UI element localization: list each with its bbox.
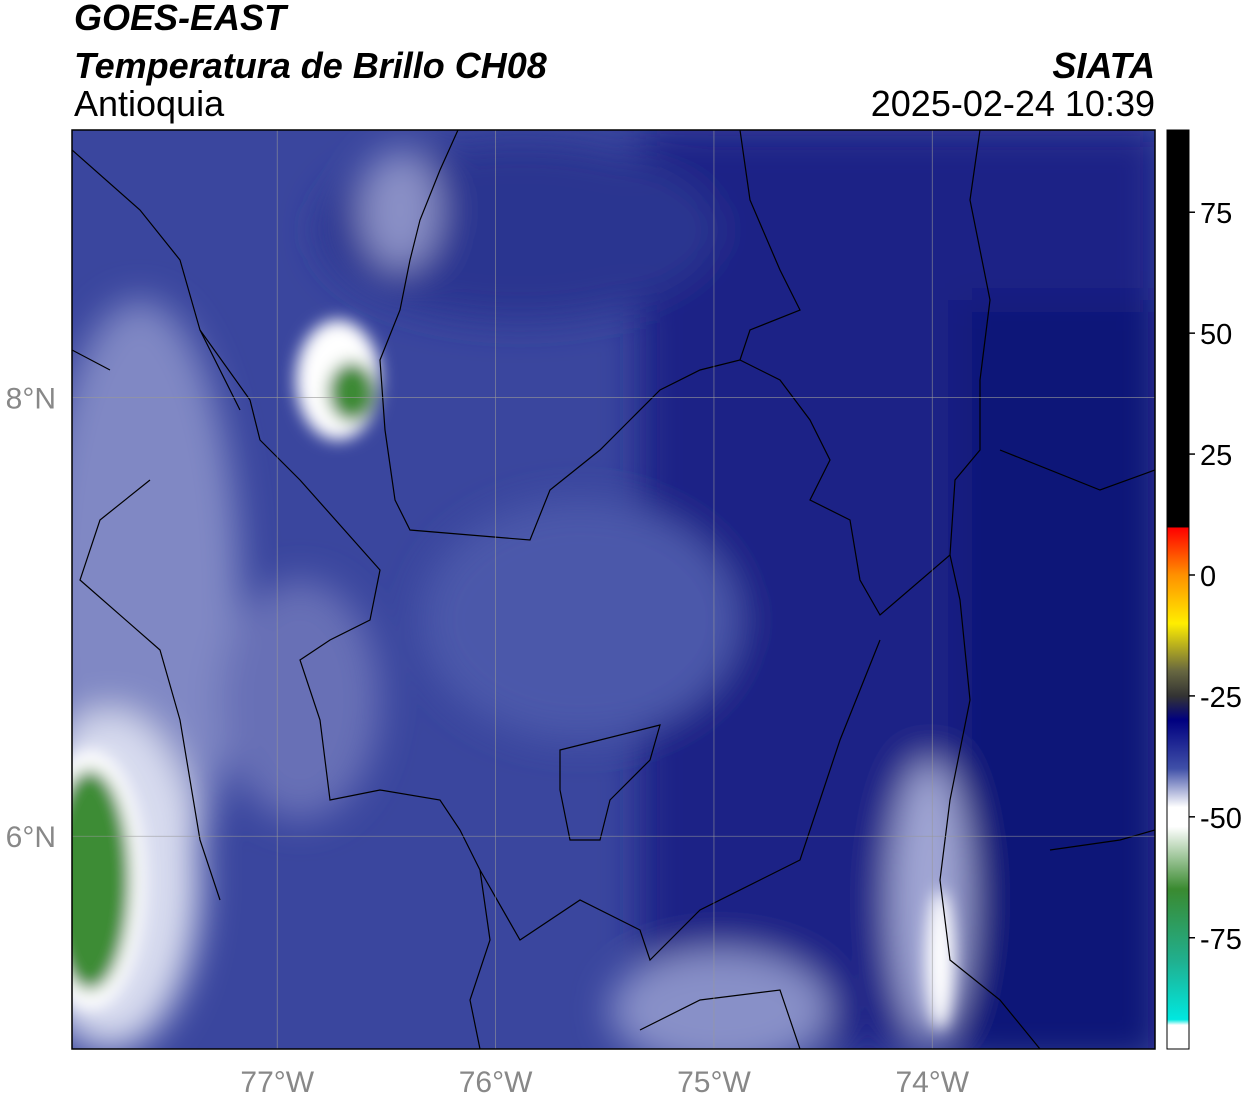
lon-tick-label: 77°W: [240, 1066, 314, 1099]
imagery: [72, 130, 1155, 1049]
cold-cores: [72, 320, 954, 1030]
lat-tick-label: 8°N: [6, 383, 56, 416]
colorbar-tick-label: 50: [1200, 319, 1232, 351]
source: SIATA: [1052, 45, 1155, 86]
lon-tick-label: 75°W: [677, 1066, 751, 1099]
subtitle: Temperatura de Brillo CH08: [74, 45, 547, 86]
colorbar-tick-label: -75: [1200, 924, 1242, 956]
lat-tick-label: 6°N: [6, 821, 56, 854]
colorbar-tick-label: 25: [1200, 440, 1232, 472]
colorbar-tick-label: -25: [1200, 682, 1242, 714]
lon-tick-label: 74°W: [895, 1066, 969, 1099]
map: [72, 130, 1155, 1049]
graticule: [72, 130, 1155, 1049]
title: GOES-EAST: [74, 0, 289, 38]
colorbar-tick-label: -50: [1200, 803, 1242, 835]
borders: [72, 130, 1155, 1049]
datetime: 2025-02-24 10:39: [871, 83, 1155, 124]
lon-tick-label: 76°W: [459, 1066, 533, 1099]
colorbar-tick-label: 0: [1200, 561, 1216, 593]
map-frame: [71, 129, 1156, 1050]
region: Antioquia: [74, 83, 225, 124]
colorbar-tick-label: 75: [1200, 198, 1232, 230]
colorbar: [1166, 129, 1190, 1050]
